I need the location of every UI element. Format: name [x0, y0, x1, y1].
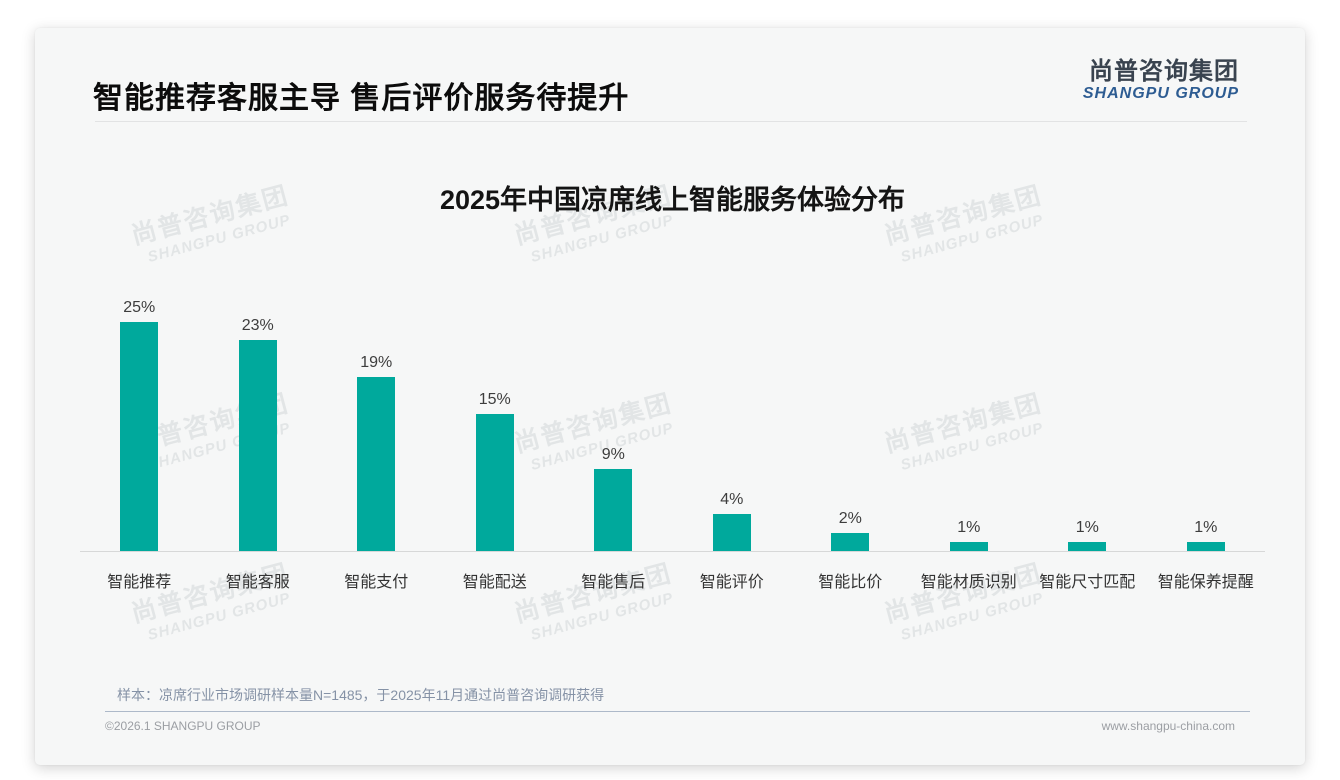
bar-column: 4%	[673, 289, 792, 551]
bar	[712, 514, 751, 551]
bar-value-label: 4%	[720, 491, 744, 508]
x-axis-labels-row: 智能推荐 智能客服 智能支付 智能配送 智能售后 智能评价 智能比价 智能材质识别 智能尺寸匹配…	[80, 568, 1265, 592]
bar-column: 19%	[317, 289, 436, 551]
x-axis-category-label: 智能配送	[462, 574, 527, 591]
website-url: www.shangpu-china.com	[1101, 719, 1235, 733]
x-axis-category-label: 智能售后	[581, 574, 646, 591]
bar-value-label: 9%	[601, 446, 625, 463]
bar-value-label: 1%	[1075, 519, 1099, 536]
x-axis-category-label: 智能保养提醒	[1157, 574, 1254, 591]
bar	[1186, 542, 1225, 551]
bar-column: 25%	[80, 289, 199, 551]
logo-chinese-text: 尚普咨询集团	[1089, 58, 1239, 85]
bar-column: 23%	[199, 289, 318, 551]
watermark-english-text: SHANGPU GROUP	[898, 589, 1046, 644]
sample-footnote: 样本：凉席行业市场调研样本量N=1485，于2025年11月通过尚普咨询调研获得	[117, 687, 605, 703]
chart-title: 2025年中国凉席线上智能服务体验分布	[439, 185, 906, 215]
bar	[475, 414, 514, 551]
bar	[594, 469, 633, 551]
x-axis-category-label: 智能尺寸匹配	[1039, 574, 1136, 591]
page-title: 智能推荐客服主导 售后评价服务待提升	[93, 82, 630, 115]
watermark-english-text: SHANGPU GROUP	[145, 589, 293, 644]
bar-chart-plot-area: 25% 23% 19% 15% 9% 4% 2% 1% 1% 1%	[80, 289, 1265, 551]
bar-value-label: 15%	[478, 391, 511, 408]
copyright-text: ©2026.1 SHANGPU GROUP	[105, 719, 261, 733]
bar	[238, 340, 277, 551]
bar-value-label: 19%	[360, 354, 393, 371]
x-axis-category-label: 智能客服	[225, 574, 290, 591]
bar	[949, 542, 988, 551]
bar-column: 1%	[1028, 289, 1147, 551]
bar-column: 1%	[1147, 289, 1266, 551]
bar	[1068, 542, 1107, 551]
header-divider	[95, 121, 1247, 122]
bar	[120, 322, 159, 551]
bar-value-label: 25%	[123, 299, 156, 316]
watermark-english-text: SHANGPU GROUP	[528, 211, 676, 266]
x-axis-line	[80, 551, 1265, 552]
bar-column: 2%	[791, 289, 910, 551]
bar-value-label: 23%	[241, 317, 274, 334]
x-axis-category-label: 智能支付	[344, 574, 409, 591]
watermark-english-text: SHANGPU GROUP	[528, 589, 676, 644]
bar	[357, 377, 396, 551]
slide-footer: ©2026.1 SHANGPU GROUP www.shangpu-china.…	[105, 719, 1235, 733]
logo-english-text: SHANGPU GROUP	[1082, 85, 1239, 102]
x-axis-category-label: 智能评价	[699, 574, 764, 591]
x-axis-category-label: 智能比价	[818, 574, 883, 591]
bar-column: 9%	[554, 289, 673, 551]
bar	[831, 533, 870, 551]
bar-value-label: 1%	[1194, 519, 1218, 536]
bar-value-label: 2%	[838, 510, 862, 527]
report-slide: 尚普咨询集团 SHANGPU GROUP 尚普咨询集团 SHANGPU GROUP 尚普…	[35, 28, 1305, 765]
watermark-english-text: SHANGPU GROUP	[145, 211, 293, 266]
bar-value-label: 1%	[957, 519, 981, 536]
company-logo: 尚普咨询集团 SHANGPU GROUP	[1082, 58, 1239, 103]
footer-divider	[105, 711, 1250, 712]
bar-column: 1%	[910, 289, 1029, 551]
x-axis-category-label: 智能推荐	[107, 574, 172, 591]
watermark-english-text: SHANGPU GROUP	[898, 211, 1046, 266]
x-axis-category-label: 智能材质识别	[920, 574, 1017, 591]
bar-column: 15%	[436, 289, 555, 551]
